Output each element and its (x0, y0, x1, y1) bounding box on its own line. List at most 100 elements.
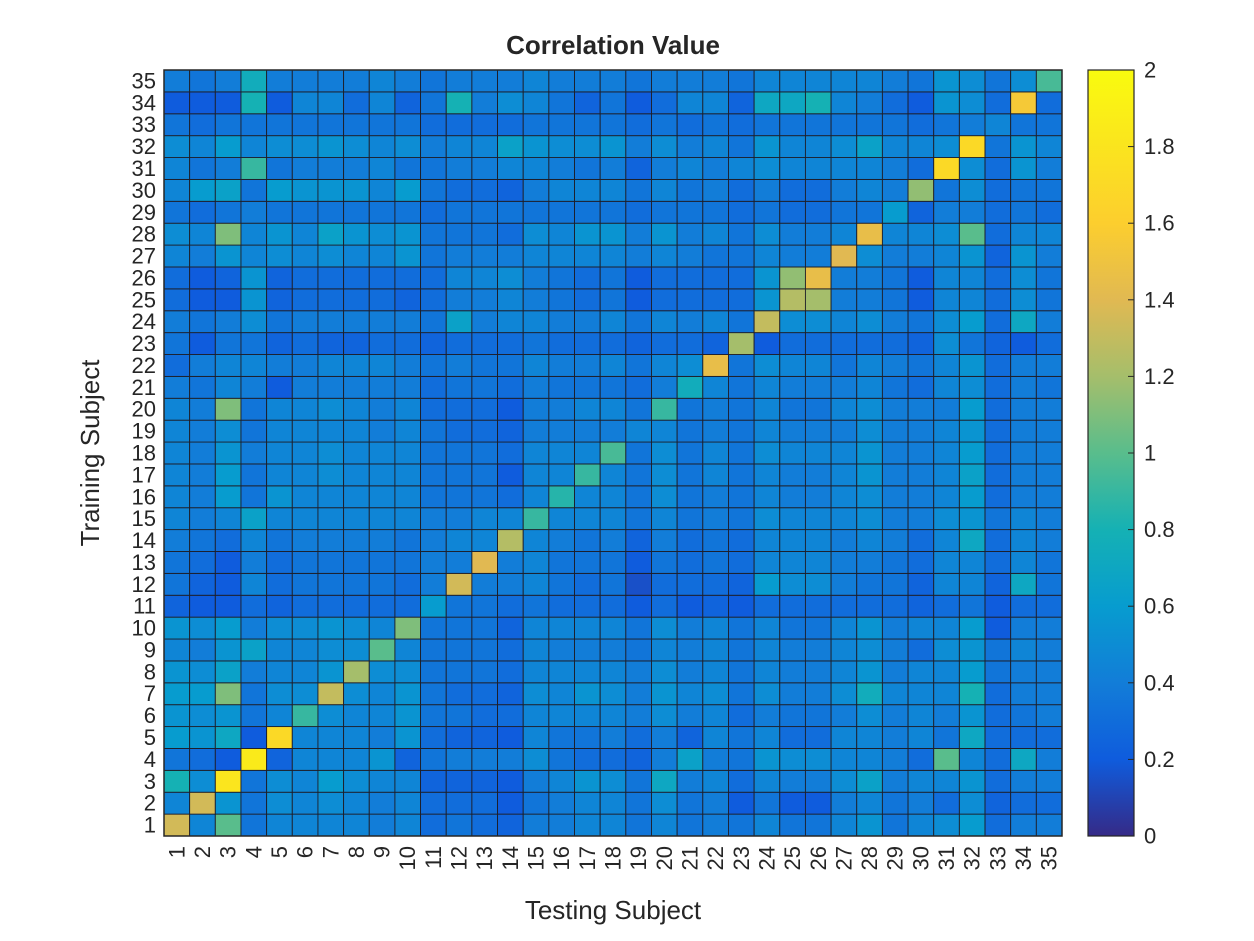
heatmap-cell (343, 266, 370, 290)
x-tick-label: 9 (370, 846, 395, 858)
heatmap-cell (317, 616, 345, 640)
heatmap-cell (163, 135, 191, 158)
heatmap-cell (933, 726, 960, 749)
heatmap-cell (651, 310, 678, 334)
heatmap-cell (240, 222, 268, 246)
heatmap-cell (420, 288, 447, 312)
heatmap-cell (702, 178, 729, 202)
heatmap-cell (625, 682, 652, 706)
heatmap-cell (368, 813, 396, 837)
heatmap-cell (317, 572, 345, 596)
heatmap-cell (599, 769, 627, 793)
heatmap-cell (368, 310, 396, 334)
heatmap-cell (497, 594, 524, 618)
heatmap-cell (420, 682, 447, 706)
heatmap-cell (599, 748, 627, 771)
heatmap-cell (804, 397, 832, 421)
x-tick-label: 17 (575, 846, 600, 870)
heatmap-cell (804, 266, 832, 290)
heatmap-cell (240, 813, 268, 837)
heatmap-cell (856, 441, 883, 465)
heatmap-cell (1010, 113, 1037, 137)
heatmap-cell (291, 113, 319, 137)
heatmap-cell (420, 485, 447, 509)
heatmap-cell (163, 222, 191, 246)
heatmap-cell (804, 660, 832, 684)
heatmap-cell (497, 507, 524, 531)
heatmap-cell (933, 704, 960, 728)
heatmap-cell (779, 354, 806, 377)
heatmap-cell (676, 266, 704, 290)
heatmap-cell (317, 135, 345, 158)
heatmap-cell (830, 441, 858, 465)
heatmap-cell (497, 551, 524, 574)
heatmap-cell (676, 769, 704, 793)
y-tick-label: 10 (132, 616, 156, 641)
heatmap-cell (574, 354, 601, 377)
heatmap-cell (676, 463, 704, 487)
heatmap-cell (881, 310, 909, 334)
colorbar-tick-label: 1.6 (1144, 211, 1175, 236)
heatmap-cell (804, 726, 832, 749)
heatmap-cell (214, 113, 242, 137)
heatmap-cell (522, 463, 550, 487)
heatmap-cell (240, 594, 268, 618)
heatmap-cell (830, 638, 858, 662)
heatmap-cell (189, 529, 216, 552)
heatmap-cell (317, 441, 345, 465)
heatmap-cell (933, 91, 960, 115)
heatmap-cell (163, 397, 191, 421)
heatmap-cell (676, 69, 704, 93)
heatmap-cell (189, 463, 216, 487)
heatmap-cell (548, 726, 575, 749)
heatmap-cell (984, 726, 1012, 749)
heatmap-cell (702, 748, 729, 771)
heatmap-cell (214, 397, 242, 421)
heatmap-cell (779, 244, 806, 268)
heatmap-cell (189, 507, 216, 531)
heatmap-cell (728, 354, 755, 377)
heatmap-cell (214, 354, 242, 377)
heatmap-cell (394, 441, 422, 465)
heatmap-cell (163, 485, 191, 509)
heatmap-cell (651, 288, 678, 312)
heatmap-cell (702, 726, 729, 749)
heatmap-cell (625, 69, 652, 93)
heatmap-cell (753, 288, 781, 312)
heatmap-cell (779, 332, 806, 355)
heatmap-cell (804, 354, 832, 377)
heatmap-cell (728, 769, 755, 793)
heatmap-cell (343, 200, 370, 224)
heatmap-cell (317, 507, 345, 531)
heatmap-cell (1010, 397, 1037, 421)
heatmap-cell (1010, 157, 1037, 180)
heatmap-cell (728, 69, 755, 93)
heatmap-cell (779, 748, 806, 771)
heatmap-cell (651, 463, 678, 487)
heatmap-cell (497, 354, 524, 377)
heatmap-cell (343, 463, 370, 487)
heatmap-cell (497, 69, 524, 93)
heatmap-cell (574, 594, 601, 618)
y-tick-label: 28 (132, 222, 156, 247)
heatmap-cell (779, 135, 806, 158)
heatmap-cell (907, 135, 935, 158)
heatmap-cell (779, 200, 806, 224)
heatmap-cell (753, 266, 781, 290)
heatmap-cell (625, 616, 652, 640)
heatmap-cell (471, 748, 498, 771)
colorbar-tick-label: 1.8 (1144, 134, 1175, 159)
heatmap-cell (189, 726, 216, 749)
heatmap-cell (240, 485, 268, 509)
heatmap-cell (933, 769, 960, 793)
heatmap-cell (907, 310, 935, 334)
heatmap-cell (651, 660, 678, 684)
heatmap-cell (445, 91, 473, 115)
heatmap-cell (548, 266, 575, 290)
heatmap-cell (651, 616, 678, 640)
heatmap-cell (984, 791, 1012, 815)
heatmap-cell (676, 135, 704, 158)
heatmap-cell (958, 332, 986, 355)
heatmap-cell (958, 397, 986, 421)
x-tick-label: 16 (549, 846, 574, 870)
